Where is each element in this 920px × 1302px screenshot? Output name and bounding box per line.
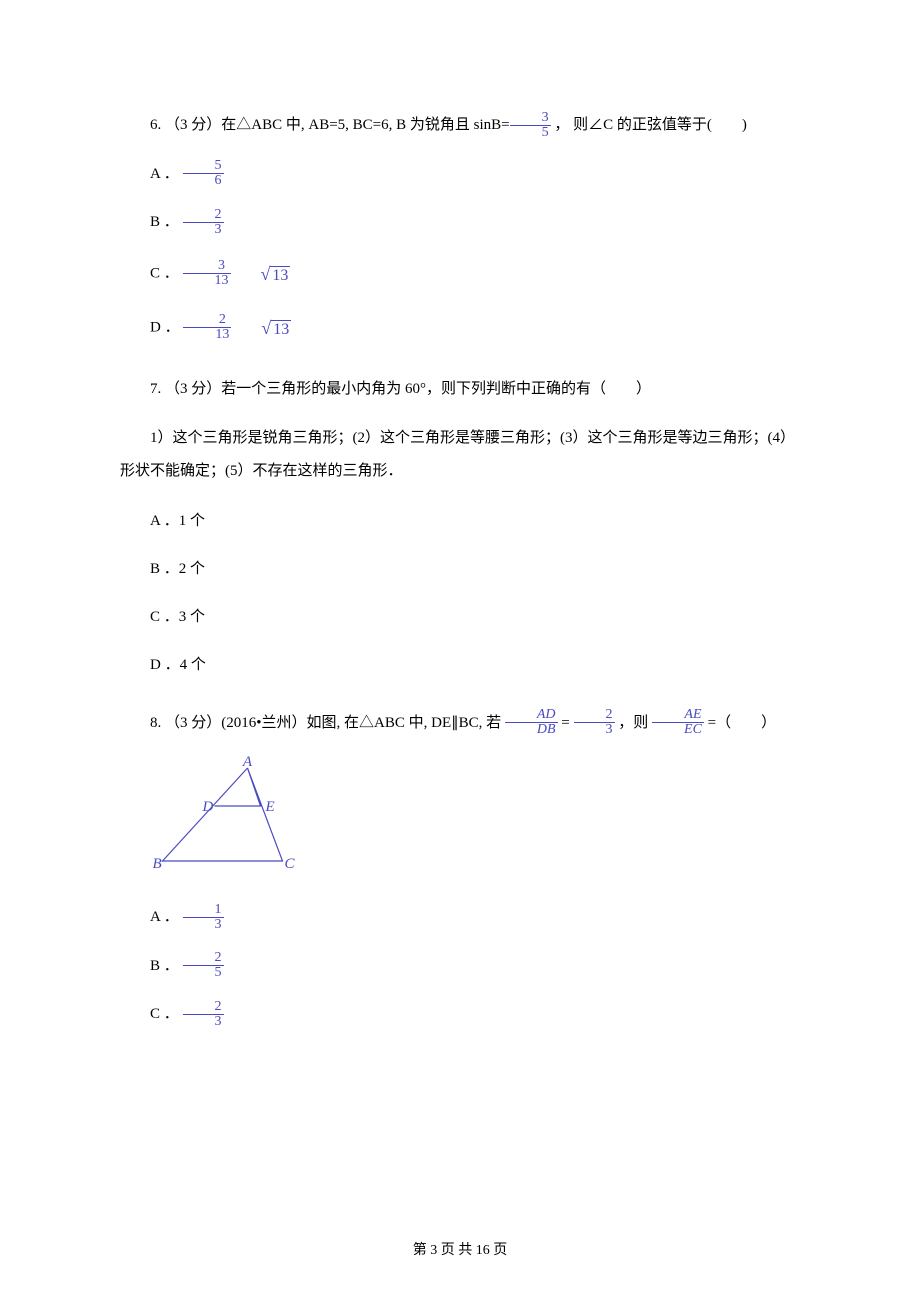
q7-option-c: C ．3 个 — [120, 602, 805, 632]
q7-body: 若一个三角形的最小内角为 60°，则下列判断中正确的有（ ） — [221, 381, 651, 397]
q6-d-frac: 213 — [183, 313, 231, 343]
q6-number: 6. — [150, 117, 161, 133]
q6-option-c: C ． 313√13 — [120, 256, 805, 292]
q8-option-a: A ． 13 — [120, 902, 805, 933]
q8-a-label: A ． — [150, 909, 179, 925]
q6-frac: 35 — [510, 111, 551, 141]
q8-option-c: C ． 23 — [120, 999, 805, 1030]
q8-intro-b: = — [558, 715, 574, 731]
q6-option-b: B ． 23 — [120, 207, 805, 238]
triangle-lines — [163, 768, 283, 861]
q8-c-frac: 23 — [183, 1000, 224, 1030]
q6-a-frac: 56 — [183, 159, 224, 189]
q8-frac2: 23 — [574, 708, 615, 738]
q6-c-label: C ． — [150, 265, 179, 281]
q8-frac1: ADDB — [505, 708, 558, 738]
q8-option-b: B ． 25 — [120, 951, 805, 982]
lbl-A: A — [242, 756, 253, 770]
lbl-B: B — [153, 856, 162, 872]
q8-text: 8. （3 分）(2016•兰州）如图, 在△ABC 中, DE∥BC, 若 A… — [120, 708, 805, 739]
q7-stem-text: 1）这个三角形是锐角三角形；(2）这个三角形是等腰三角形；(3）这个三角形是等边… — [120, 430, 795, 479]
q7-points: （3 分） — [165, 381, 221, 397]
q8-diagram: A D E B C — [150, 756, 805, 884]
q6-points: （3 分） — [165, 117, 221, 133]
q6-a-label: A ． — [150, 166, 179, 182]
q7-option-d: D ．4 个 — [120, 650, 805, 680]
q6-option-d: D ． 213√13 — [120, 310, 805, 346]
q7-option-a: A ．1 个 — [120, 506, 805, 536]
q8-b-label: B ． — [150, 958, 179, 974]
q8-number: 8. — [150, 715, 161, 731]
q8-source: (2016•兰州） — [221, 715, 306, 731]
q6-b-label: B ． — [150, 214, 179, 230]
q6-b-frac: 23 — [183, 208, 224, 238]
q8-intro-d: =（ ） — [704, 715, 776, 731]
page-footer: 第 3 页 共 16 页 — [0, 1240, 920, 1262]
lbl-D: D — [202, 799, 214, 815]
q8-b-frac: 25 — [183, 951, 224, 981]
q6-d-sqrt: √13 — [231, 310, 291, 346]
q6-text: 6. （3 分）在△ABC 中, AB=5, BC=6, B 为锐角且 sinB… — [120, 110, 805, 141]
q6-option-a: A ． 56 — [120, 159, 805, 190]
q8-intro-c: ，则 — [615, 715, 653, 731]
q6-d-label: D ． — [150, 319, 180, 335]
q6-intro-b: ， 则∠C 的正弦值等于( ) — [551, 117, 747, 133]
triangle-diagram: A D E B C — [150, 756, 310, 876]
q7-text: 7. （3 分）若一个三角形的最小内角为 60°，则下列判断中正确的有（ ） — [120, 374, 805, 404]
lbl-C: C — [285, 856, 296, 872]
q8-frac3: AEEC — [652, 708, 704, 738]
q6-c-frac: 313 — [183, 259, 231, 289]
question-6: 6. （3 分）在△ABC 中, AB=5, BC=6, B 为锐角且 sinB… — [120, 110, 805, 346]
q8-intro-a: 如图, 在△ABC 中, DE∥BC, 若 — [307, 715, 505, 731]
lbl-E: E — [265, 799, 275, 815]
q6-intro-a: 在△ABC 中, AB=5, BC=6, B 为锐角且 sinB= — [221, 117, 509, 133]
q6-c-sqrt: √13 — [231, 256, 291, 292]
q7-number: 7. — [150, 381, 161, 397]
q8-c-label: C ． — [150, 1006, 179, 1022]
q8-points: （3 分） — [165, 715, 221, 731]
question-8: 8. （3 分）(2016•兰州）如图, 在△ABC 中, DE∥BC, 若 A… — [120, 708, 805, 1030]
q7-option-b: B ．2 个 — [120, 554, 805, 584]
question-7: 7. （3 分）若一个三角形的最小内角为 60°，则下列判断中正确的有（ ） 1… — [120, 374, 805, 680]
q8-a-frac: 13 — [183, 903, 224, 933]
q7-stem: 1）这个三角形是锐角三角形；(2）这个三角形是等腰三角形；(3）这个三角形是等边… — [120, 422, 805, 488]
